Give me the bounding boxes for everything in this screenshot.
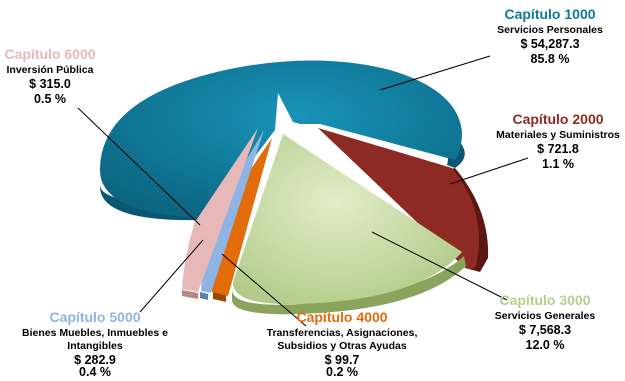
label-description: Servicios Generales [494, 309, 596, 322]
leader-line-capitulo-3000 [371, 231, 508, 301]
label-percent: 0.4 % [79, 365, 111, 380]
label-amount: $ 54,287.3 [520, 36, 580, 51]
label-chapter: Capítulo 3000 [499, 292, 591, 308]
label-description: Materiales y Suministros [496, 128, 620, 141]
label-description: Inversión Pública [6, 63, 94, 76]
label-chapter: Capítulo 2000 [512, 111, 604, 127]
label-description: Transferencias, Asignaciones, Subsidios … [266, 326, 418, 352]
slice-top [232, 134, 462, 305]
label-chapter: Capítulo 1000 [504, 6, 596, 22]
slice-capitulo-2000 [318, 128, 489, 272]
slice-capitulo-6000 [182, 128, 258, 299]
label-chapter: Capítulo 6000 [4, 46, 96, 62]
label-percent: 0.2 % [326, 365, 358, 380]
label-amount: $ 7,568.3 [518, 322, 572, 337]
label-capitulo-3000: Capítulo 3000 Servicios Generales $ 7,56… [485, 292, 605, 354]
leader-line-capitulo-1000 [379, 55, 491, 91]
label-capitulo-4000: Capítulo 4000 Transferencias, Asignacion… [262, 309, 422, 381]
label-description: Servicios Personales [497, 23, 603, 36]
slice-capitulo-5000 [200, 130, 264, 300]
label-percent: 1.1 % [542, 157, 574, 172]
leader-line-capitulo-5000 [139, 239, 204, 313]
label-percent: 85.8 % [530, 52, 570, 67]
label-chapter: Capítulo 5000 [49, 309, 141, 325]
label-capitulo-6000: Capítulo 6000 Inversión Pública $ 315.0 … [0, 46, 100, 108]
label-amount: $ 315.0 [29, 76, 71, 91]
leader-line-capitulo-4000 [221, 253, 307, 327]
label-capitulo-1000: Capítulo 1000 Servicios Personales $ 54,… [480, 6, 620, 68]
label-amount: $ 99.7 [324, 352, 360, 367]
label-amount: $ 282.9 [74, 352, 116, 367]
slice-top [100, 60, 462, 219]
leader-line-capitulo-2000 [449, 157, 529, 185]
slice-side [182, 290, 198, 299]
slice-top [318, 128, 479, 269]
label-chapter: Capítulo 4000 [296, 309, 388, 325]
slice-capitulo-4000 [210, 138, 272, 302]
slice-capitulo-1000 [99, 60, 465, 221]
slice-top [210, 138, 272, 296]
label-amount: $ 721.8 [537, 141, 579, 156]
slice-top [182, 128, 258, 292]
slice-side [232, 256, 466, 315]
label-percent: 12.0 % [525, 338, 565, 353]
slice-side [200, 292, 208, 300]
leader-line-capitulo-6000 [77, 107, 201, 226]
slice-top [201, 130, 264, 293]
label-description: Bienes Muebles, Inmuebles e Intangibles [22, 326, 168, 352]
label-percent: 0.5 % [34, 92, 66, 107]
label-capitulo-5000: Capítulo 5000 Bienes Muebles, Inmuebles … [10, 309, 180, 381]
label-capitulo-2000: Capítulo 2000 Materiales y Suministros $… [493, 111, 623, 173]
slice-capitulo-3000 [232, 134, 466, 315]
